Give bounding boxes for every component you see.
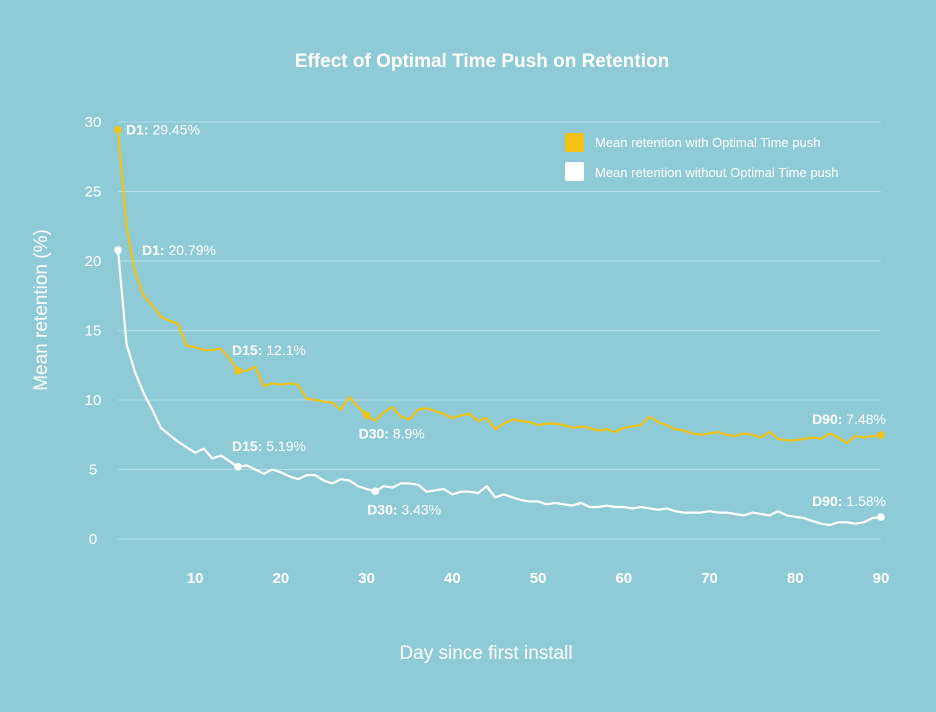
marker-d1-with-push xyxy=(114,125,122,134)
annotation-key: D1: xyxy=(142,242,168,258)
x-tick-label-60: 60 xyxy=(615,570,632,587)
x-axis-ticks: 10 20 30 40 50 60 70 80 90 xyxy=(187,570,890,587)
y-tick-label-30: 30 xyxy=(85,114,102,131)
marker-d15-without-push xyxy=(234,463,242,471)
y-axis-ticks: 0 5 10 15 20 25 30 xyxy=(85,114,102,548)
annotation-d15-without-push: D15: 5.19% xyxy=(232,438,306,454)
annotation-value: 3.43% xyxy=(401,501,441,517)
y-tick-label-0: 0 xyxy=(89,531,97,548)
annotation-value: 1.58% xyxy=(846,493,886,509)
annotation-value: 7.48% xyxy=(846,411,886,427)
x-tick-label-30: 30 xyxy=(358,570,375,587)
series-lines xyxy=(116,128,883,527)
annotation-value: 20.79% xyxy=(168,242,215,258)
marker-d90-without-push xyxy=(877,513,885,521)
annotation-value: 8.9% xyxy=(393,425,425,441)
x-tick-label-20: 20 xyxy=(273,570,290,587)
y-tick-label-10: 10 xyxy=(85,392,102,409)
annotation-d90-without-push: D90: 1.58% xyxy=(812,493,886,509)
y-axis-label: Mean retention (%) xyxy=(31,229,52,391)
y-tick-label-20: 20 xyxy=(85,253,102,270)
marker-d30-with-push xyxy=(362,411,371,420)
legend: Mean retention with Optimal Time push Me… xyxy=(565,133,839,181)
series-line-with-push xyxy=(116,128,883,445)
annotation-key: D15: xyxy=(232,438,266,454)
x-tick-label-50: 50 xyxy=(530,570,547,587)
y-tick-label-25: 25 xyxy=(85,184,102,201)
y-tick-label-15: 15 xyxy=(85,323,102,340)
marker-d90-with-push xyxy=(877,431,885,439)
annotation-key: D30: xyxy=(359,425,393,441)
annotation-key: D15: xyxy=(232,342,266,358)
annotation-key: D90: xyxy=(812,493,846,509)
annotation-d30-with-push: D30: 8.9% xyxy=(359,425,425,441)
legend-label-without-push: Mean retention without Optimal Time push xyxy=(595,165,839,180)
annotation-d30-without-push: D30: 3.43% xyxy=(367,501,441,517)
series-line-without-push xyxy=(116,248,883,527)
marker-d15-with-push xyxy=(234,367,242,375)
data-annotations: D1: 29.45%D1: 20.79%D15: 12.1%D15: 5.19%… xyxy=(114,122,886,521)
annotation-key: D30: xyxy=(367,501,401,517)
x-tick-label-40: 40 xyxy=(444,570,461,587)
annotation-d1-with-push: D1: 29.45% xyxy=(126,122,200,138)
marker-d1-without-push xyxy=(114,246,122,254)
y-tick-label-5: 5 xyxy=(89,462,97,479)
x-tick-label-10: 10 xyxy=(187,570,204,587)
legend-swatch-without-push xyxy=(565,162,584,181)
legend-label-with-push: Mean retention with Optimal Time push xyxy=(595,135,820,150)
x-tick-label-70: 70 xyxy=(701,570,718,587)
annotation-key: D1: xyxy=(126,122,152,138)
x-tick-label-80: 80 xyxy=(787,570,804,587)
x-axis-label: Day since first install xyxy=(399,643,572,664)
annotation-d15-with-push: D15: 12.1% xyxy=(232,342,306,358)
annotation-value: 5.19% xyxy=(266,438,306,454)
annotation-value: 29.45% xyxy=(152,122,199,138)
legend-swatch-with-push xyxy=(565,133,584,152)
marker-d30-without-push xyxy=(371,487,379,496)
gridlines xyxy=(118,121,881,540)
x-tick-label-90: 90 xyxy=(873,570,890,587)
chart-title: Effect of Optimal Time Push on Retention xyxy=(295,51,669,72)
annotation-d1-without-push: D1: 20.79% xyxy=(142,242,216,258)
annotation-key: D90: xyxy=(812,411,846,427)
annotation-value: 12.1% xyxy=(266,342,306,358)
annotation-d90-with-push: D90: 7.48% xyxy=(812,411,886,427)
